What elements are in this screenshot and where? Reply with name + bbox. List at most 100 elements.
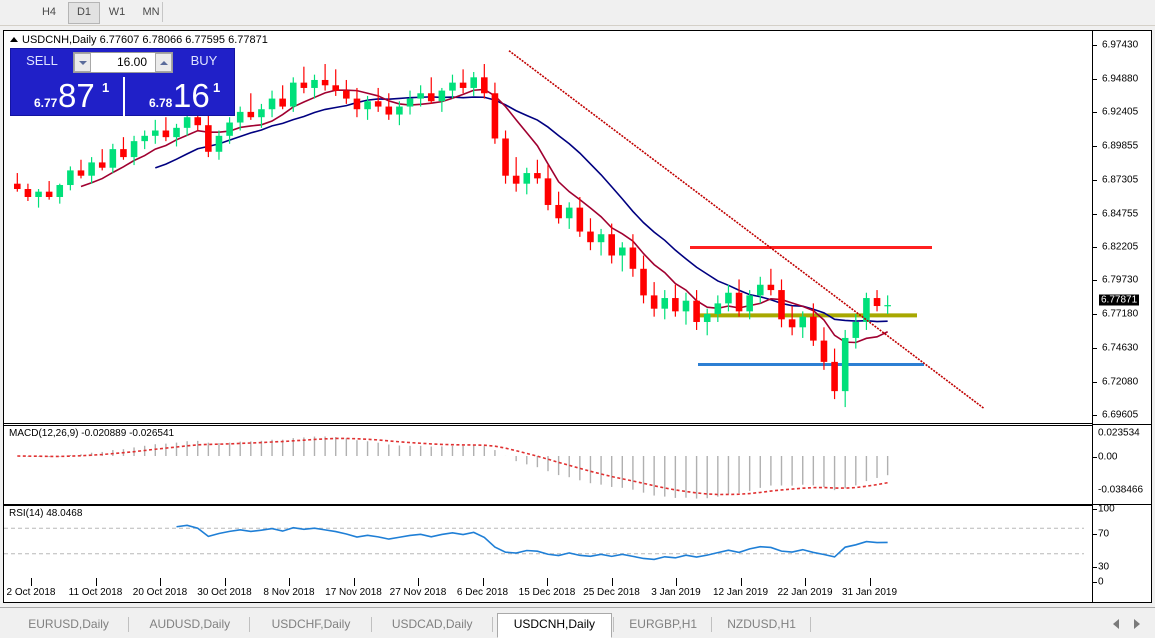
date-tick-label: 8 Nov 2018 [263,587,315,598]
candle-body [735,292,743,312]
candle-body [427,93,435,102]
one-click-trading-panel[interactable]: SELL 16.00 BUY 6.77 87 1 6.78 16 1 [10,48,236,117]
candle-body [746,295,753,312]
pane-divider-price-macd [4,423,1092,426]
scroll-left-icon[interactable] [1113,619,1119,629]
candle-body [534,173,541,179]
candle-body [289,82,297,107]
candle-body [873,298,881,307]
date-tick-label: 25 Dec 2018 [583,587,640,598]
candle-body [353,98,361,110]
timeframe-mn-button[interactable]: MN [142,6,160,18]
buy-price-superscript: 1 [213,80,221,95]
date-tick [224,578,226,586]
price-tick-label: 6.92405 [1102,106,1139,118]
sell-label: SELL [26,53,58,68]
chart-tab-audusd-daily[interactable]: AUDUSD,Daily [149,617,231,631]
candle-body [438,90,446,102]
candle-body [523,173,531,184]
candle-body [799,316,807,328]
chart-tab-eurusd-daily[interactable]: EURUSD,Daily [28,617,109,631]
timeframe-d1-button[interactable]: D1 [68,2,100,24]
price-tick [1093,382,1097,384]
date-tick-label: 20 Oct 2018 [132,587,188,598]
buy-button[interactable]: 6.78 16 1 [125,76,236,117]
date-tick-label: 3 Jan 2019 [651,587,701,598]
price-tick [1093,247,1097,249]
date-tick [160,578,161,586]
price-tick [1093,314,1097,316]
candle-body [650,295,658,309]
candle-body [385,106,393,115]
sell-price-superscript: 1 [102,80,110,95]
current-price-label: 6.77871 [1099,294,1140,306]
macd-tick [1093,457,1097,458]
chevron-down-icon [79,61,87,65]
chart-tab-nzdusd-h1[interactable]: NZDUSD,H1 [727,617,796,631]
candle-body [374,101,382,107]
date-tick-label: 22 Jan 2019 [777,587,833,598]
scroll-right-icon[interactable] [1134,619,1140,629]
candle-body [608,234,615,256]
chart-tab-usdcnh-daily[interactable]: USDCNH,Daily [496,613,612,638]
volume-increment-button[interactable] [155,53,172,72]
date-tick [611,578,613,586]
rsi-pane[interactable]: RSI(14) 48.0468 [4,505,1092,577]
chart-title: USDCNH,Daily 6.77607 6.78066 6.77595 6.7… [10,34,268,46]
price-tick-label: 6.87305 [1102,174,1139,186]
candle-body [247,111,255,118]
macd-pane[interactable]: MACD(12,26,9) -0.020889 -0.026541 [4,425,1092,505]
candle-body [693,300,700,322]
rsi-tick-label: 0 [1098,576,1104,588]
volume-decrement-button[interactable] [74,53,91,72]
date-tick [676,578,677,586]
candle-body [98,162,106,168]
candle-body [841,337,849,392]
volume-input[interactable]: 16.00 [73,52,173,73]
candle-body [884,305,891,307]
buy-price-big: 16 [173,77,210,114]
date-tick [482,578,484,586]
candle-body [364,101,371,110]
candle-body [587,231,594,243]
rsi-tick [1093,534,1097,535]
date-tick [353,578,355,586]
chart-tab-bar[interactable]: EURUSD,Daily AUDUSD,Daily USDCHF,Daily USDC… [0,607,1155,638]
candle-body [141,135,148,142]
scale-divider-1 [1093,424,1152,425]
candle-body [619,247,626,256]
price-tick-label: 6.77180 [1102,308,1139,320]
candle-body [820,340,828,362]
date-tick-label: 2 Oct 2018 [6,587,56,598]
date-tick-label: 31 Jan 2019 [841,587,898,598]
timeframe-h4-button[interactable]: H4 [41,6,57,18]
candle-body [279,98,286,107]
price-tick [1093,280,1097,282]
candle-body [640,268,647,296]
price-scale[interactable]: 6.97430 6.94880 6.92405 6.89855 6.87305 6.847… [1092,31,1152,602]
date-tick [869,578,871,586]
chart-tab-eurgbp-h1[interactable]: EURGBP,H1 [629,617,698,631]
price-chart-pane[interactable] [4,31,1092,423]
top-toolbar: H4 D1 W1 MN [0,0,1155,26]
macd-label: MACD(12,26,9) -0.020889 -0.026541 [9,428,175,439]
chart-title-text: USDCNH,Daily 6.77607 6.78066 6.77595 6.7… [22,34,268,46]
price-tick-label: 6.74630 [1102,342,1139,354]
candle-body [863,298,870,322]
chart-tab-usdcad-daily[interactable]: USDCAD,Daily [391,617,473,631]
toolbar-separator [162,2,163,22]
date-axis[interactable]: 2 Oct 2018 11 Oct 2018 20 Oct 2018 30 Oct 2… [3,578,1152,603]
trade-panel-top-row: SELL 16.00 BUY [11,49,236,76]
chart-tab-usdchf-daily[interactable]: USDCHF,Daily [271,617,351,631]
candle-body [502,138,509,176]
candle-body [544,178,552,205]
rsi-tick [1093,509,1097,510]
date-tick [547,578,548,586]
timeframe-w1-button[interactable]: W1 [108,6,126,18]
price-tick [1093,415,1097,416]
sell-button[interactable]: 6.77 87 1 [11,76,123,117]
sell-price-big: 87 [58,77,95,114]
candle-body [24,189,32,197]
chart-window[interactable]: MACD(12,26,9) -0.020889 -0.026541 RSI(14… [3,30,1152,603]
candle-body [45,191,53,197]
